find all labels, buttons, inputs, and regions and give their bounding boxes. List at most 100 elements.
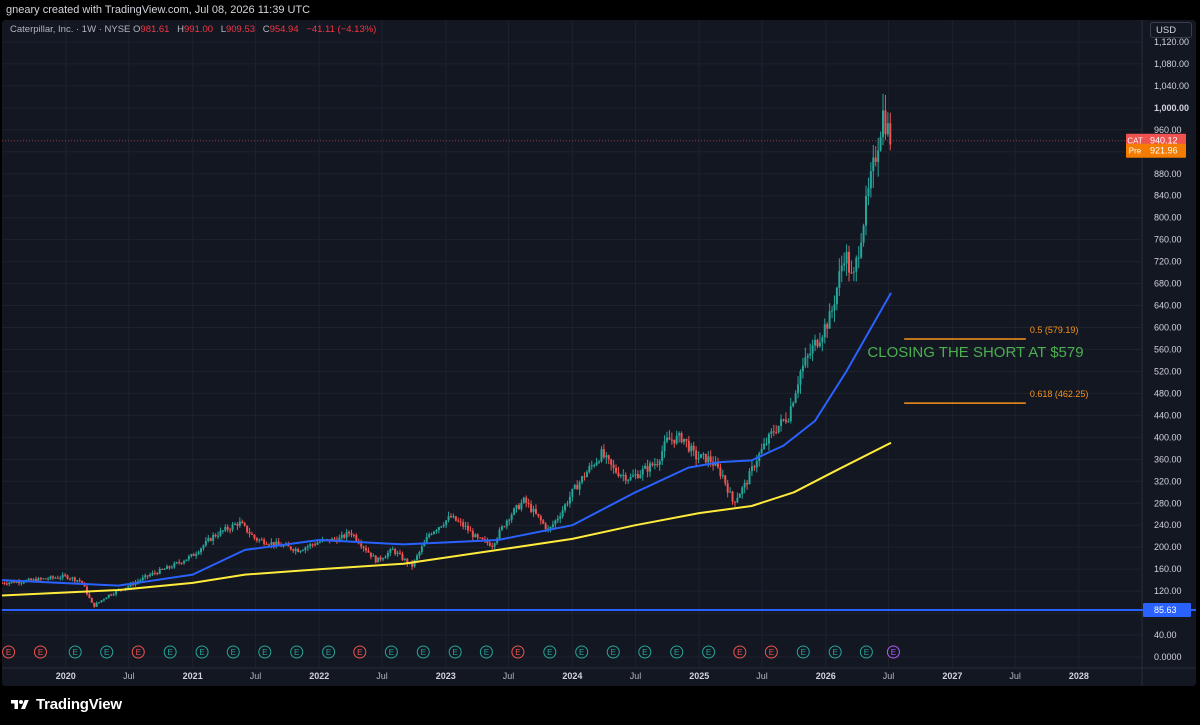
candle-body [42, 578, 45, 580]
chart-pane[interactable]: 0.5 (579.19) 0.618 (462.25) CLOSING THE SH… [2, 20, 1196, 686]
candle-body [185, 559, 188, 562]
candle [183, 559, 186, 565]
candle-body [534, 508, 537, 514]
candle-body [3, 582, 6, 584]
candle [823, 318, 826, 344]
candle-body [107, 594, 110, 598]
price-axis-tick-label: 280.00 [1154, 498, 1182, 508]
candle [784, 412, 787, 425]
earnings-marker: E [226, 645, 240, 659]
currency-selector[interactable]: USD [1150, 22, 1192, 38]
candle-body [792, 402, 795, 407]
price-axis-tick-label: 120.00 [1154, 586, 1182, 596]
candle-body [622, 474, 625, 476]
candle [595, 457, 598, 467]
candle [110, 593, 113, 597]
candle-body [741, 487, 744, 495]
candle [816, 338, 819, 349]
candle [857, 245, 860, 269]
earnings-marker: E [764, 645, 778, 659]
candle-body [413, 560, 416, 567]
candle [173, 561, 176, 569]
symbol-description[interactable]: Caterpillar, Inc. · 1W · NYSE [10, 24, 131, 35]
candle-body [874, 157, 877, 162]
candle [522, 496, 525, 504]
earnings-marker: E [606, 645, 620, 659]
candle-body [469, 530, 472, 532]
candle [517, 502, 520, 510]
candle-body [707, 456, 710, 463]
candle-body [452, 516, 455, 518]
price-axis-tick-label: 1,040.00 [1154, 81, 1189, 91]
price-axis: 0.000040.0080.00120.00160.00200.00240.00… [1154, 37, 1189, 662]
candle [289, 545, 292, 551]
candle-body [54, 577, 57, 579]
candle-body [115, 590, 118, 595]
candle-body [746, 482, 749, 485]
candle [73, 576, 76, 583]
candle [515, 504, 518, 513]
candle-body [338, 537, 341, 543]
candle [440, 526, 443, 528]
earnings-marker-letter: E [167, 648, 172, 657]
candle [384, 555, 387, 559]
fib-label: 0.618 (462.25) [1030, 389, 1089, 399]
time-axis-label: 2026 [816, 671, 836, 681]
candle-body [105, 597, 108, 600]
candle [3, 581, 6, 585]
candle-body [782, 419, 785, 421]
candle-body [636, 474, 639, 479]
candle-body [263, 539, 266, 545]
candle [195, 551, 198, 559]
candle [498, 527, 501, 541]
candle-body [471, 530, 474, 538]
candle-body [714, 462, 717, 466]
price-chart[interactable]: 0.5 (579.19) 0.618 (462.25) CLOSING THE SH… [2, 20, 1196, 686]
candle-body [867, 188, 870, 197]
candle-body [333, 538, 336, 540]
candle [877, 137, 880, 177]
candle [294, 547, 297, 555]
earnings-marker: E [479, 645, 493, 659]
candle-body [151, 572, 154, 575]
candle-body [882, 110, 885, 138]
candle [226, 524, 229, 533]
candle-body [127, 586, 130, 588]
candle-body [816, 339, 819, 347]
candle-body [862, 225, 865, 243]
time-axis-label: 2025 [689, 671, 709, 681]
candle [687, 435, 690, 453]
candle-body [498, 529, 501, 539]
candle-body [872, 157, 875, 172]
candle-body [476, 534, 479, 538]
candle-body [619, 475, 622, 477]
candle-body [158, 568, 161, 574]
candle-body [32, 579, 35, 581]
earnings-marker-circle [796, 645, 810, 659]
candle [224, 524, 227, 533]
candle-body [697, 457, 700, 460]
candle [314, 542, 317, 547]
candle-body [612, 464, 615, 468]
support-price-tag-bg [1143, 602, 1191, 617]
price-label-tag: CAT [1127, 137, 1143, 146]
candle [5, 581, 8, 586]
price-axis-tick-label: 320.00 [1154, 476, 1182, 486]
candle [430, 532, 433, 536]
time-axis-label: 2024 [562, 671, 582, 681]
earnings-marker-letter: E [6, 648, 11, 657]
candle-body [449, 516, 452, 518]
candle [622, 469, 625, 482]
candle-body [396, 552, 399, 554]
time-axis-label: Jul [883, 671, 895, 681]
time-axis-label: 2028 [1069, 671, 1089, 681]
candle-body [30, 578, 33, 581]
price-axis-tick-label: 1,120.00 [1154, 37, 1189, 47]
candle [617, 466, 620, 478]
candle [255, 537, 258, 543]
candle [435, 528, 438, 534]
candle-body [624, 474, 627, 481]
candle-body [76, 580, 79, 582]
candle [607, 454, 610, 465]
candle-body [513, 508, 516, 515]
